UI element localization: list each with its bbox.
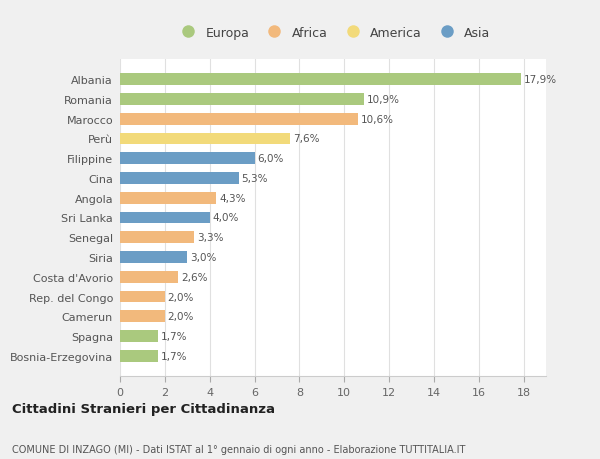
Bar — [120, 153, 254, 165]
Text: COMUNE DI INZAGO (MI) - Dati ISTAT al 1° gennaio di ogni anno - Elaborazione TUT: COMUNE DI INZAGO (MI) - Dati ISTAT al 1°… — [12, 444, 466, 454]
Text: 3,3%: 3,3% — [197, 233, 223, 243]
Bar — [120, 330, 158, 342]
Bar — [120, 291, 165, 303]
Bar — [120, 271, 178, 283]
Text: 10,9%: 10,9% — [367, 95, 400, 105]
Text: 4,0%: 4,0% — [212, 213, 239, 223]
Text: 2,0%: 2,0% — [167, 292, 194, 302]
Text: 6,0%: 6,0% — [257, 154, 284, 164]
Bar — [120, 173, 239, 185]
Text: 5,3%: 5,3% — [242, 174, 268, 184]
Bar — [120, 133, 290, 145]
Text: 7,6%: 7,6% — [293, 134, 320, 144]
Legend: Europa, Africa, America, Asia: Europa, Africa, America, Asia — [170, 22, 496, 45]
Bar — [120, 350, 158, 362]
Bar — [120, 74, 521, 86]
Text: 4,3%: 4,3% — [219, 193, 245, 203]
Text: 17,9%: 17,9% — [524, 75, 557, 85]
Bar — [120, 311, 165, 323]
Text: 2,0%: 2,0% — [167, 312, 194, 322]
Text: 1,7%: 1,7% — [161, 331, 187, 341]
Bar — [120, 94, 364, 106]
Text: Cittadini Stranieri per Cittadinanza: Cittadini Stranieri per Cittadinanza — [12, 403, 275, 415]
Bar — [120, 252, 187, 263]
Bar — [120, 192, 217, 204]
Text: 1,7%: 1,7% — [161, 351, 187, 361]
Bar — [120, 212, 209, 224]
Text: 10,6%: 10,6% — [361, 114, 394, 124]
Bar — [120, 113, 358, 125]
Text: 2,6%: 2,6% — [181, 272, 208, 282]
Bar — [120, 232, 194, 244]
Text: 3,0%: 3,0% — [190, 252, 217, 263]
